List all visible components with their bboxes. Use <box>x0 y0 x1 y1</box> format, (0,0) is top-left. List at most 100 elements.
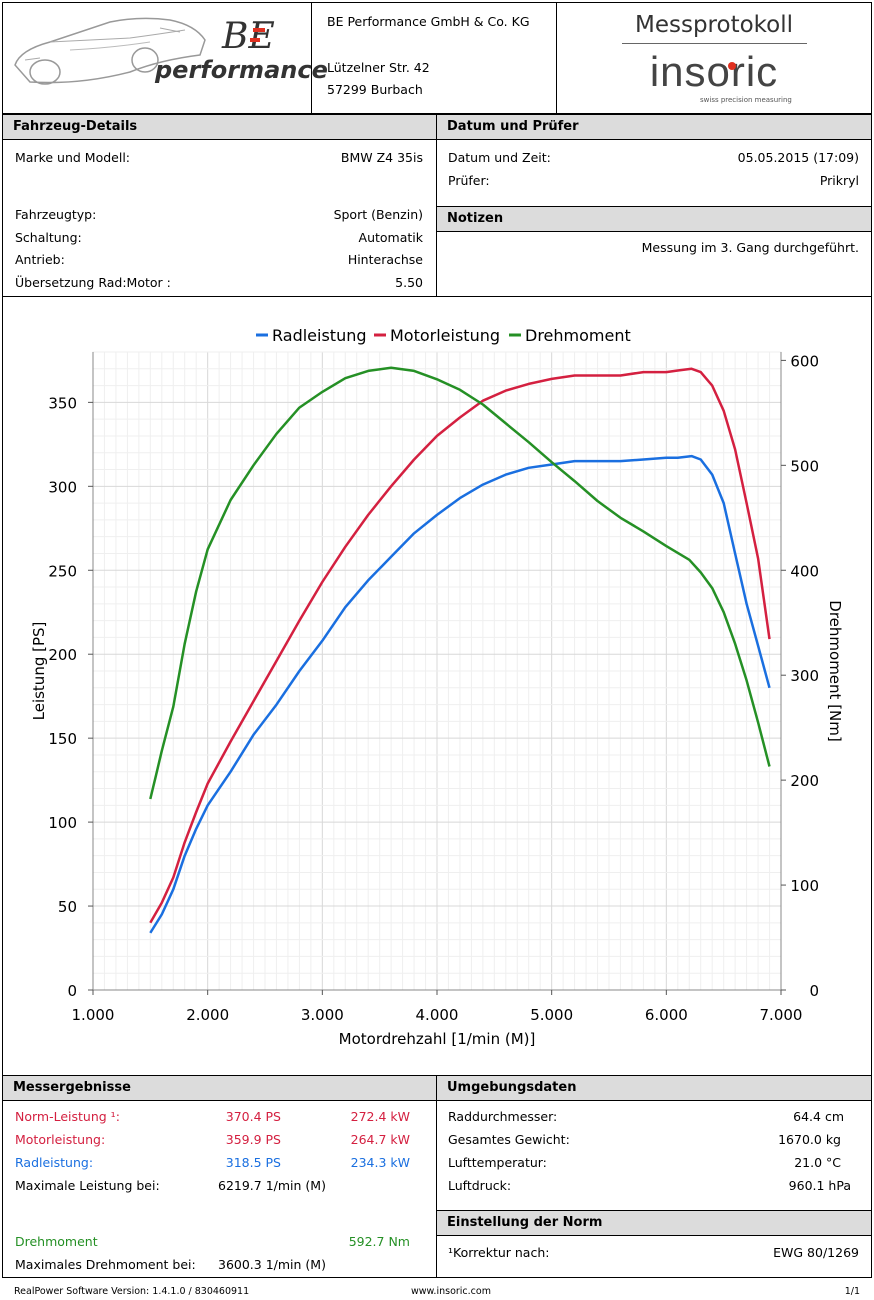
norm-power-kw: 272.4 kW <box>350 1109 410 1124</box>
be-red-accent-2 <box>250 38 260 42</box>
motor-power-label: Motorleistung: <box>15 1132 106 1147</box>
software-version: RealPower Software Version: 1.4.1.0 / 83… <box>14 1286 250 1297</box>
y2-tick-label: 300 <box>790 667 819 685</box>
tester-value: Prikryl <box>819 173 859 188</box>
y2-tick-label: 100 <box>790 877 819 895</box>
weight-value: 1670.0 kg <box>778 1132 841 1147</box>
air-pressure-value: 960.1 hPa <box>788 1178 851 1193</box>
car-outline-icon <box>14 17 206 85</box>
ratio-label: Übersetzung Rad:Motor : <box>15 275 171 290</box>
max-power-value: 6219.7 1/min (M) <box>218 1178 326 1193</box>
type-label: Fahrzeugtyp: <box>15 207 97 222</box>
be-script-mark: BE <box>222 16 275 57</box>
gearbox-label: Schaltung: <box>15 230 82 245</box>
protocol-title-underline <box>622 43 807 44</box>
notes-text: Messung im 3. Gang durchgeführt. <box>641 240 859 255</box>
air-temp-value: 21.0 °C <box>794 1155 841 1170</box>
y-tick-label: 200 <box>48 646 77 664</box>
wheel-power-kw: 234.3 kW <box>350 1155 410 1170</box>
x-tick-label: 1.000 <box>72 1006 115 1024</box>
norm-box <box>436 1210 872 1278</box>
torque-label: Drehmoment <box>15 1234 98 1249</box>
notes-heading: Notizen <box>437 207 871 232</box>
x-tick-label: 5.000 <box>530 1006 573 1024</box>
insoric-tagline: swiss precision measuring <box>700 96 792 104</box>
y-tick-label: 300 <box>48 478 77 496</box>
type-value: Sport (Benzin) <box>333 207 423 222</box>
datetime-value: 05.05.2015 (17:09) <box>737 150 859 165</box>
motor-power-kw: 264.7 kW <box>350 1132 410 1147</box>
wheel-power-label: Radleistung: <box>15 1155 94 1170</box>
y2-axis-label: Drehmoment [Nm] <box>826 600 844 741</box>
y2-tick-label: 500 <box>790 457 819 475</box>
protocol-title: Messprotokoll <box>634 12 794 38</box>
gearbox-value: Automatik <box>358 230 423 245</box>
drive-value: Hinterachse <box>347 252 423 267</box>
y2-tick-label: 400 <box>790 562 819 580</box>
be-red-accent <box>253 28 265 32</box>
insoric-wordmark: insoric <box>649 48 779 95</box>
x-tick-label: 2.000 <box>186 1006 229 1024</box>
series-line-radleistung <box>149 454 771 934</box>
y-tick-label: 250 <box>48 562 77 580</box>
y-axis-label: Leistung [PS] <box>30 622 48 721</box>
model-value: BMW Z4 35is <box>340 150 423 165</box>
air-temp-label: Lufttemperatur: <box>448 1155 547 1170</box>
datetime-label: Datum und Zeit: <box>448 150 551 165</box>
company-street: Lützelner Str. 42 <box>327 60 430 75</box>
wheel-power-ps: 318.5 PS <box>225 1155 281 1170</box>
max-torque-label: Maximales Drehmoment bei: <box>15 1257 196 1272</box>
y-tick-label: 0 <box>67 982 77 1000</box>
norm-power-label: Norm-Leistung ¹: <box>15 1109 120 1124</box>
vehicle-details-box <box>2 114 437 297</box>
legend-label: Motorleistung <box>390 326 500 345</box>
max-torque-value: 3600.3 1/min (M) <box>218 1257 326 1272</box>
x-tick-label: 6.000 <box>645 1006 688 1024</box>
environment-heading: Umgebungsdaten <box>437 1076 871 1101</box>
series-line-motorleistung <box>149 367 771 924</box>
wheel-diameter-label: Raddurchmesser: <box>448 1109 558 1124</box>
weight-label: Gesamtes Gewicht: <box>448 1132 570 1147</box>
website-link[interactable]: www.insoric.com <box>411 1286 491 1297</box>
date-tester-heading: Datum und Prüfer <box>437 115 871 140</box>
legend-label: Radleistung <box>272 326 367 345</box>
insoric-logo: insoric <box>558 48 870 96</box>
x-tick-label: 3.000 <box>301 1006 344 1024</box>
header-divider-left <box>311 2 312 114</box>
header-divider-right <box>556 2 557 114</box>
vehicle-details-heading: Fahrzeug-Details <box>3 115 436 140</box>
company-name: BE Performance GmbH & Co. KG <box>327 14 530 29</box>
company-city: 57299 Burbach <box>327 82 423 97</box>
results-heading: Messergebnisse <box>3 1076 436 1101</box>
model-label: Marke und Modell: <box>15 150 131 165</box>
correction-value: EWG 80/1269 <box>773 1245 859 1260</box>
motor-power-ps: 359.9 PS <box>225 1132 281 1147</box>
norm-heading: Einstellung der Norm <box>437 1211 871 1236</box>
be-performance-logo: BE performance <box>10 10 328 105</box>
norm-power-ps: 370.4 PS <box>225 1109 281 1124</box>
y2-tick-label: 600 <box>790 352 819 370</box>
wheel-diameter-value: 64.4 cm <box>793 1109 844 1124</box>
y-tick-label: 350 <box>48 394 77 412</box>
max-power-label: Maximale Leistung bei: <box>15 1178 160 1193</box>
x-axis-label: Motordrehzahl [1/min (M)] <box>339 1030 536 1048</box>
x-tick-label: 4.000 <box>416 1006 459 1024</box>
torque-value: 592.7 Nm <box>348 1234 410 1249</box>
y2-tick-label: 0 <box>809 982 819 1000</box>
air-pressure-label: Luftdruck: <box>448 1178 512 1193</box>
tester-label: Prüfer: <box>448 173 490 188</box>
performance-wordmark: performance <box>155 56 328 84</box>
ratio-value: 5.50 <box>395 275 423 290</box>
dyno-chart: 1.000 2.000 3.000 4.000 5.000 6.000 7.000 0 50 10… <box>30 326 844 1048</box>
legend-label: Drehmoment <box>525 326 631 345</box>
y-tick-label: 150 <box>48 730 77 748</box>
drive-label: Antrieb: <box>15 252 65 267</box>
y-tick-label: 100 <box>48 814 77 832</box>
insoric-o-accent <box>728 62 736 70</box>
page-number: 1/1 <box>844 1286 860 1297</box>
correction-label: ¹Korrektur nach: <box>448 1245 550 1260</box>
series-line-drehmoment <box>149 366 771 800</box>
x-tick-label: 7.000 <box>760 1006 803 1024</box>
y2-tick-label: 200 <box>790 772 819 790</box>
y-tick-label: 50 <box>58 898 77 916</box>
